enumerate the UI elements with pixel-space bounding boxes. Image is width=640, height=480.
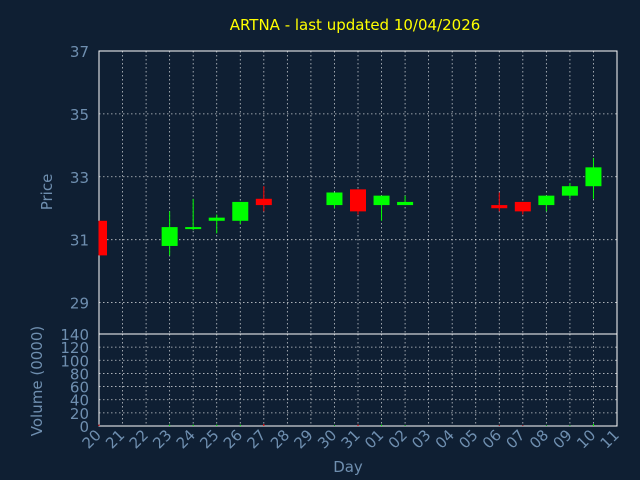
x-axis-label: Day — [333, 458, 363, 476]
candle-body — [232, 201, 249, 221]
candle-body — [561, 186, 578, 196]
volume-bars — [98, 424, 594, 426]
volume-tick-label: 60 — [70, 379, 89, 397]
x-ticks: 2021222324252627282930310102030405060708… — [79, 426, 623, 452]
volume-axis-label: Volume (0000) — [28, 326, 46, 436]
candle-body — [185, 227, 202, 230]
candle-body — [538, 195, 555, 206]
volume-tick-label: 20 — [70, 405, 89, 423]
volume-tick-label: 140 — [60, 326, 89, 344]
chart-title: ARTNA - last updated 10/04/2026 — [230, 16, 481, 34]
candle-body — [161, 227, 178, 246]
candle-body — [585, 167, 602, 187]
candle-body — [397, 201, 414, 206]
candle-body — [514, 201, 531, 212]
candle-body — [373, 195, 390, 206]
price-tick-label: 31 — [70, 232, 89, 250]
volume-tick-label: 100 — [60, 352, 89, 370]
candle-body — [350, 189, 366, 212]
price-tick-label: 37 — [70, 43, 89, 61]
price-axis-label: Price — [38, 174, 56, 211]
price-tick-label: 35 — [70, 106, 89, 124]
price-tick-label: 29 — [70, 295, 89, 313]
candle-body — [326, 192, 343, 206]
volume-tick-label: 40 — [70, 392, 89, 410]
price-ticks: 29 31 33 35 37 — [70, 43, 89, 313]
candles — [98, 157, 602, 256]
candle-body — [208, 217, 225, 221]
volume-tick-label: 0 — [79, 418, 89, 436]
price-tick-label: 33 — [70, 169, 89, 187]
volume-tick-label: 80 — [70, 365, 89, 383]
candle-body — [99, 220, 107, 256]
candle-body — [255, 198, 272, 206]
volume-tick-label: 120 — [60, 339, 89, 357]
candle-body — [491, 205, 508, 209]
